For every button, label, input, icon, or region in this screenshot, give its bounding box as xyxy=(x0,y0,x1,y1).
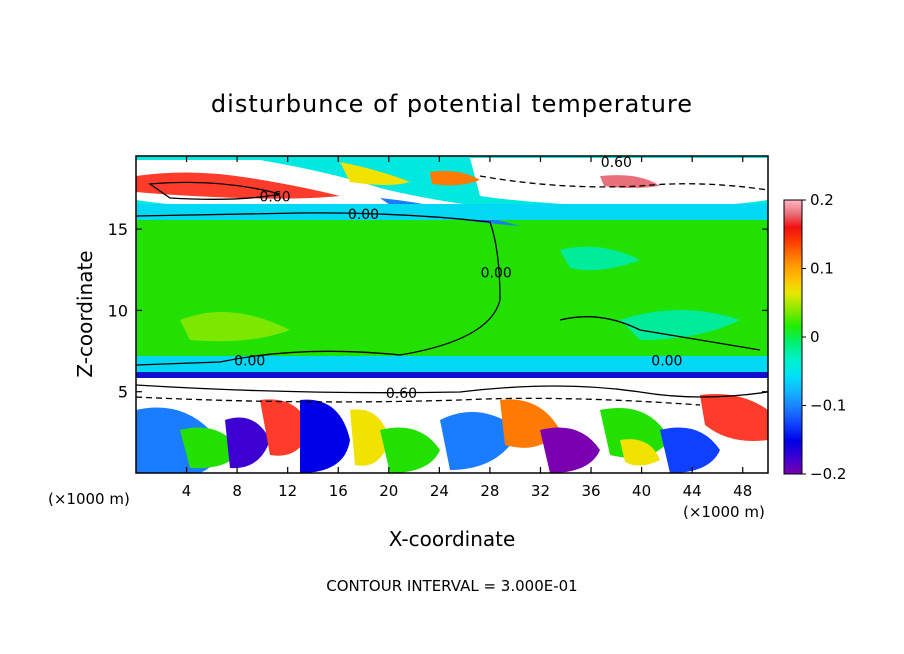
y-tick-label: 5 xyxy=(118,383,128,402)
contour-label: 0.60 xyxy=(259,189,290,205)
contour-line-left-top xyxy=(148,181,281,200)
colorbar-tick-label: 0.1 xyxy=(810,260,834,278)
x-tick-label: 36 xyxy=(581,482,600,500)
lower-red-2 xyxy=(700,394,768,441)
mid-cyan-band xyxy=(136,356,768,372)
x-tick-label: 48 xyxy=(733,482,752,500)
lower-blue-3 xyxy=(440,412,520,470)
lower-green-3 xyxy=(600,408,670,458)
lower-red-1 xyxy=(260,399,310,456)
upper-orange-patch xyxy=(430,171,480,186)
x-tick-label: 32 xyxy=(531,482,550,500)
mid-light-patch-1 xyxy=(180,312,290,342)
contour-line-top xyxy=(479,175,768,191)
x-tick-label: 4 xyxy=(182,482,192,500)
colorbar xyxy=(783,199,803,475)
x-tick-label: 40 xyxy=(632,482,651,500)
chart-title: disturbunce of potential temperature xyxy=(211,90,693,118)
contour-label: 0.00 xyxy=(234,353,265,369)
plot-area: 0.60 0.60 0.00 0.00 0.00 0.60 0.00 xyxy=(136,155,768,473)
contour-lines xyxy=(136,175,768,406)
y-axis: 5 10 15 xyxy=(108,220,768,402)
upper-yellow-patch xyxy=(340,162,410,185)
contour-label: 0.60 xyxy=(386,386,417,402)
lower-blue-4 xyxy=(660,427,720,473)
colorbar-tick-label: −0.2 xyxy=(810,465,846,483)
contour-line-dashed xyxy=(136,396,701,406)
x-tick-label: 20 xyxy=(379,482,398,500)
x-axis: 4 8 12 16 20 24 28 32 36 40 44 48 xyxy=(182,156,752,500)
x-tick-label: 8 xyxy=(232,482,242,500)
colorbar-tick-label: 0 xyxy=(810,328,820,346)
x-tick-label: 12 xyxy=(278,482,297,500)
contour-line-mid xyxy=(559,316,761,351)
contour-label: 0.60 xyxy=(601,155,632,171)
lower-purple-2 xyxy=(540,427,600,473)
contour-label: 0.00 xyxy=(481,266,512,282)
x-tick-label: 44 xyxy=(683,482,702,500)
y-axis-label: Z-coordinate xyxy=(73,250,97,377)
contour-line-upper xyxy=(136,212,501,366)
mid-light-patch-2 xyxy=(560,246,640,271)
lower-yellow-2 xyxy=(620,439,660,466)
plot-frame xyxy=(135,155,769,474)
x-tick-label: 16 xyxy=(329,482,348,500)
y-tick-label: 10 xyxy=(108,301,128,320)
upper-magenta-patch xyxy=(600,175,660,188)
contour-interval-note: CONTOUR INTERVAL = 3.000E-01 xyxy=(326,577,577,595)
x-axis-label: X-coordinate xyxy=(389,527,516,551)
tropopause-band xyxy=(136,204,768,220)
lower-purple-1 xyxy=(225,417,270,469)
x-unit-label-left: (×1000 m) xyxy=(48,490,130,508)
x-unit-label-right: (×1000 m) xyxy=(683,503,765,521)
colorbar-tick-label: −0.1 xyxy=(810,397,846,415)
colorbar-tick-label: 0.2 xyxy=(810,191,834,209)
x-tick-label: 24 xyxy=(430,482,449,500)
contour-label: 0.00 xyxy=(348,207,379,223)
contour-label-layer: 0.60 0.60 0.00 0.00 0.00 0.60 0.00 xyxy=(234,155,682,402)
mid-dark-band xyxy=(136,372,768,378)
lower-yellow-1 xyxy=(350,409,390,466)
contour-label: 0.00 xyxy=(651,353,682,369)
mid-light-patch-3 xyxy=(620,310,740,340)
colorbar-ticks: 0.2 0.1 0 −0.1 −0.2 xyxy=(802,191,846,483)
lower-blue-2 xyxy=(300,399,350,473)
y-tick-label: 15 xyxy=(108,220,128,239)
lower-green-2 xyxy=(380,427,440,473)
x-tick-label: 28 xyxy=(480,482,499,500)
lower-green-1 xyxy=(180,427,240,469)
contour-line-lower xyxy=(136,384,768,398)
